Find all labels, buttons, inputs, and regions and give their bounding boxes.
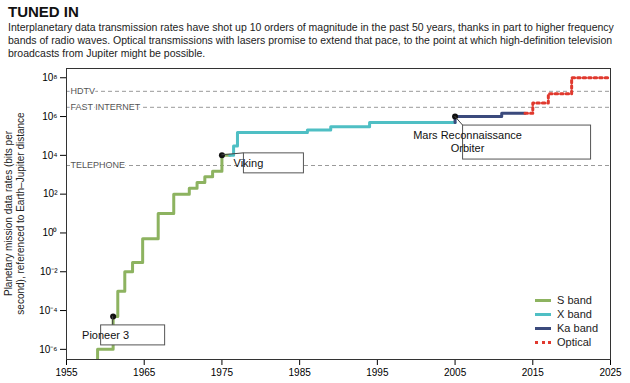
svg-text:Viking: Viking xyxy=(234,157,264,169)
html-text:X band: X band xyxy=(557,308,592,320)
svg-text:10⁸: 10⁸ xyxy=(42,72,57,83)
svg-text:1995: 1995 xyxy=(366,367,389,378)
html-text:S band: S band xyxy=(557,294,592,306)
svg-text:10⁴: 10⁴ xyxy=(42,150,57,161)
svg-text:FAST INTERNET: FAST INTERNET xyxy=(71,102,141,112)
svg-text:10²: 10² xyxy=(43,188,58,199)
svg-text:10⁰: 10⁰ xyxy=(42,227,57,238)
svg-text:Planetary mission data rates (: Planetary mission data rates (bits perse… xyxy=(3,112,26,315)
svg-text:10⁻⁶: 10⁻⁶ xyxy=(39,344,57,355)
svg-text:10⁻⁴: 10⁻⁴ xyxy=(39,305,57,316)
svg-text:1955: 1955 xyxy=(55,367,78,378)
svg-text:Mars ReconnaissanceOrbiter: Mars ReconnaissanceOrbiter xyxy=(413,129,522,154)
html-text:TUNED IN: TUNED IN xyxy=(8,3,79,20)
svg-text:2015: 2015 xyxy=(522,367,545,378)
svg-text:2025: 2025 xyxy=(599,367,622,378)
html-text:Ka band: Ka band xyxy=(557,322,598,334)
html-text:Interplanetary data transmissi: Interplanetary data transmission rates h… xyxy=(8,21,614,59)
svg-text:Pioneer 3: Pioneer 3 xyxy=(82,329,129,341)
svg-text:10⁻²: 10⁻² xyxy=(40,266,58,277)
svg-text:1975: 1975 xyxy=(211,367,234,378)
html-text:Optical: Optical xyxy=(557,336,592,348)
svg-text:1985: 1985 xyxy=(289,367,312,378)
svg-text:2005: 2005 xyxy=(444,367,467,378)
svg-text:10⁶: 10⁶ xyxy=(42,111,57,122)
svg-text:HDTV: HDTV xyxy=(71,86,96,96)
svg-text:1965: 1965 xyxy=(133,367,156,378)
svg-text:TELEPHONE: TELEPHONE xyxy=(71,160,126,170)
